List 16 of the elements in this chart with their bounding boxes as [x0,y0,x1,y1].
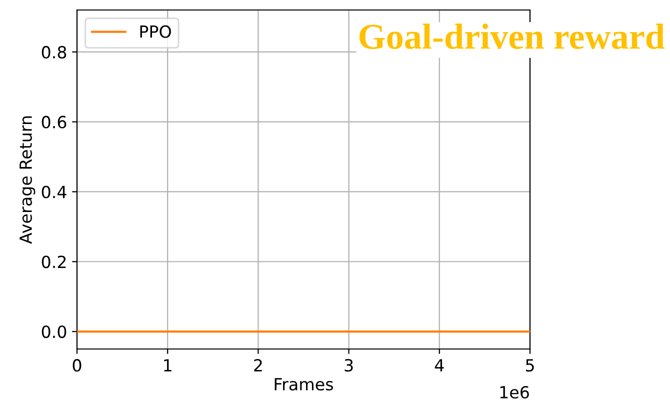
y-axis-title: Average Return [20,116,36,244]
legend-label: PPO [140,25,171,38]
x-tick-label: 0 [72,359,82,372]
chart-title: Goal-driven reward [360,24,665,50]
x-axis-title: Frames [274,378,333,391]
y-tick-label: 0.2 [42,256,66,268]
x-tick-label: 4 [434,359,444,372]
y-tick-label: 0.8 [42,46,66,59]
y-tick-label: 0.4 [42,186,66,198]
y-tick-label: 0.6 [42,116,66,128]
x-tick-label: 5 [526,359,534,372]
x-tick-label: 1 [164,359,172,372]
x-tick-label: 3 [344,359,353,372]
y-tick-label: 0.0 [42,325,66,338]
x-tick-label: 2 [254,359,262,372]
text: 1e6 [500,386,529,399]
